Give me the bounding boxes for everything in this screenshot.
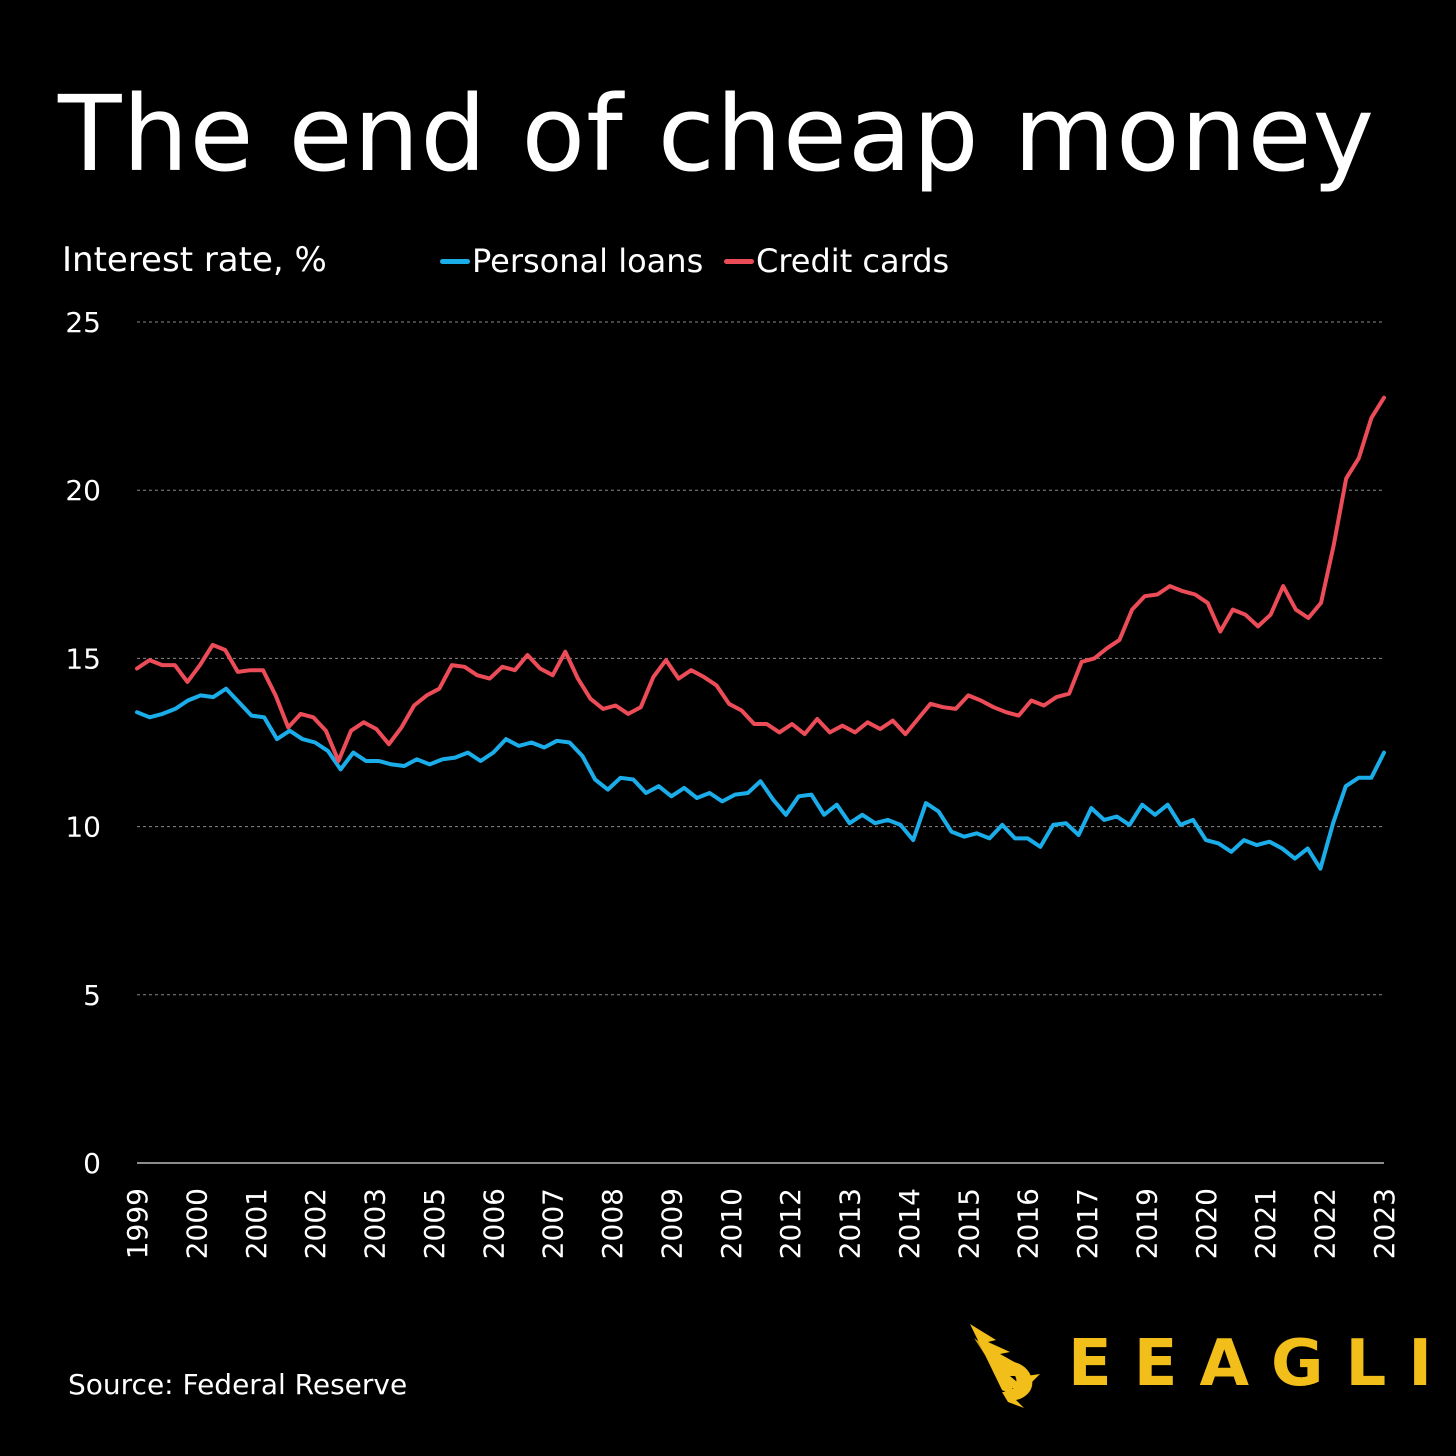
y-tick-label: 25 <box>65 306 101 339</box>
series-line-credit-cards <box>135 395 1386 763</box>
x-tick-label: 2020 <box>1190 1188 1223 1259</box>
x-tick-label: 2015 <box>952 1188 985 1259</box>
source-note: Source: Federal Reserve <box>68 1368 408 1401</box>
legend-item-credit-cards: Credit cards <box>724 242 949 280</box>
brand-wordmark: EEAGLI <box>1068 1327 1455 1401</box>
x-tick-label: 2013 <box>834 1188 867 1259</box>
legend-swatch-credit-cards <box>724 258 754 264</box>
x-tick-label: 2005 <box>418 1188 451 1259</box>
x-tick-label: 2019 <box>1130 1188 1163 1259</box>
legend-swatch-personal-loans <box>440 258 470 264</box>
x-tick-label: 2021 <box>1249 1188 1282 1259</box>
x-tick-label: 2007 <box>537 1188 570 1259</box>
y-tick-label: 5 <box>83 979 101 1012</box>
x-tick-label: 2017 <box>1071 1188 1104 1259</box>
series-lines <box>135 395 1386 871</box>
legend-item-personal-loans: Personal loans <box>440 242 703 280</box>
x-tick-label: 2012 <box>774 1188 807 1259</box>
brand-logo: EEAGLI <box>966 1318 1454 1410</box>
x-tick-label: 2000 <box>180 1188 213 1259</box>
eagle-icon <box>970 1324 1040 1408</box>
y-tick-labels: 0 5 10 15 20 25 <box>65 306 101 1180</box>
x-tick-label: 2023 <box>1368 1188 1401 1259</box>
x-tick-label: 2016 <box>1012 1188 1045 1259</box>
grid-lines <box>137 321 1384 1164</box>
page-title: The end of cheap money <box>58 73 1376 195</box>
x-tick-label: 2008 <box>596 1188 629 1259</box>
x-tick-label: 2009 <box>655 1188 688 1259</box>
x-tick-label: 2003 <box>359 1188 392 1259</box>
legend-label-credit-cards: Credit cards <box>756 242 950 280</box>
x-tick-label: 2022 <box>1309 1188 1342 1259</box>
x-tick-label: 2001 <box>240 1188 273 1259</box>
y-tick-label: 15 <box>65 642 101 675</box>
series-line-personal-loans <box>135 686 1386 871</box>
legend-label-personal-loans: Personal loans <box>472 242 704 280</box>
y-tick-label: 20 <box>65 474 101 507</box>
x-tick-label: 2014 <box>893 1188 926 1259</box>
x-tick-label: 2006 <box>477 1188 510 1259</box>
y-tick-label: 0 <box>83 1147 101 1180</box>
y-tick-label: 10 <box>65 811 101 844</box>
y-axis-label: Interest rate, % <box>62 240 327 280</box>
x-tick-label: 2002 <box>299 1188 332 1259</box>
x-tick-labels: 1999 2000 2001 2002 2003 2005 2006 2007 2008 2009… <box>121 1188 1401 1259</box>
x-tick-label: 1999 <box>121 1188 154 1259</box>
x-tick-label: 2010 <box>715 1188 748 1259</box>
